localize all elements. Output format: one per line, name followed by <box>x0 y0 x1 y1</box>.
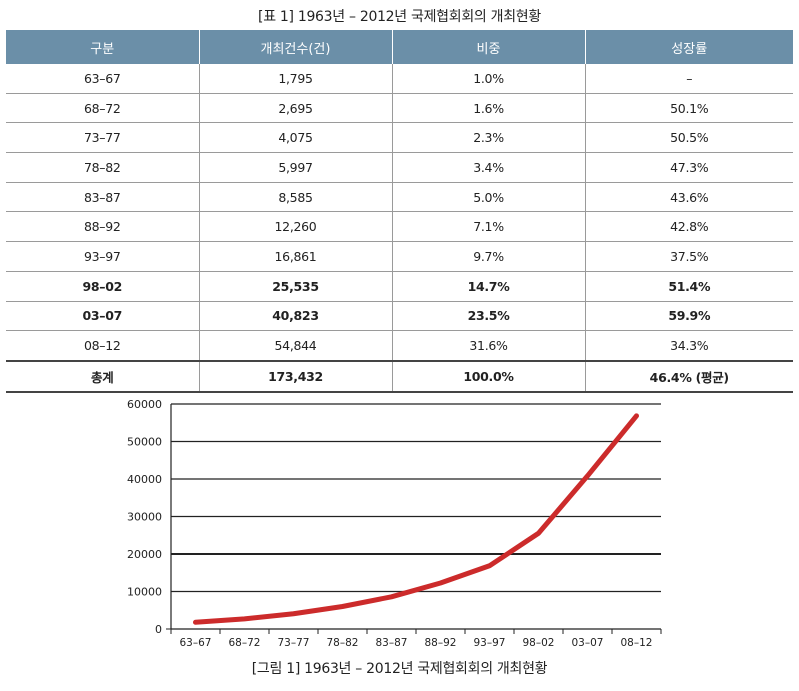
x-tick-label: 98–02 <box>523 637 555 649</box>
cell-share: 7.1% <box>391 211 585 243</box>
cell-count: 54,844 <box>198 330 392 362</box>
cell-share: 14.7% <box>391 271 585 302</box>
line-chart: 60000 50000 40000 30000 20000 10000 0 63–67 68–7… <box>127 398 662 649</box>
table-row: 83–87 8,585 5.0% 43.6% <box>6 182 793 213</box>
cell-growth: 42.8% <box>584 211 793 243</box>
total-cell-share: 100.0% <box>391 359 585 393</box>
cell-category: 88–92 <box>6 211 199 243</box>
cell-category: 78–82 <box>6 152 199 183</box>
table-row: 78–82 5,997 3.4% 47.3% <box>6 152 793 183</box>
cell-count: 5,997 <box>198 152 392 183</box>
cell-growth: 43.6% <box>584 182 793 213</box>
cell-growth: – <box>584 64 793 94</box>
table-row: 73–77 4,075 2.3% 50.5% <box>6 122 793 154</box>
series-line <box>193 413 639 625</box>
table-row: 98–02 25,535 14.7% 51.4% <box>6 271 793 302</box>
table-row: 93–97 16,861 9.7% 37.5% <box>6 241 793 272</box>
header-share: 비중 <box>391 30 585 64</box>
cell-share: 5.0% <box>391 182 585 213</box>
cell-share: 1.6% <box>391 93 585 124</box>
x-tick-label: 63–67 <box>180 637 212 649</box>
cell-count: 2,695 <box>198 93 392 124</box>
cell-count: 16,861 <box>198 241 392 272</box>
cell-count: 40,823 <box>198 301 392 332</box>
x-tick-label: 93–97 <box>474 637 506 649</box>
x-tick-label: 78–82 <box>327 637 359 649</box>
total-cell-category: 총계 <box>6 359 199 393</box>
cell-count: 1,795 <box>198 64 392 94</box>
cell-count: 25,535 <box>198 271 392 302</box>
cell-growth: 59.9% <box>584 301 793 332</box>
y-tick-label: 0 <box>155 623 162 636</box>
x-tick-label: 73–77 <box>278 637 310 649</box>
table-row: 08–12 54,844 31.6% 34.3% <box>6 330 793 362</box>
cell-category: 03–07 <box>6 301 199 332</box>
cell-share: 31.6% <box>391 330 585 362</box>
data-table: 구분 개최건수(건) 비중 성장률 63–67 1,795 1.0% –68–72 2,… <box>6 30 793 393</box>
cell-count: 12,260 <box>198 211 392 243</box>
cell-share: 9.7% <box>391 241 585 272</box>
cell-share: 1.0% <box>391 64 585 94</box>
x-tick-label: 83–87 <box>376 637 408 649</box>
x-tick-label: 08–12 <box>621 637 653 649</box>
cell-growth: 47.3% <box>584 152 793 183</box>
cell-category: 68–72 <box>6 93 199 124</box>
cell-category: 63–67 <box>6 64 199 94</box>
table-total-row: 총계 173,432 100.0% 46.4% (평균) <box>6 359 793 393</box>
cell-growth: 34.3% <box>584 330 793 362</box>
cell-share: 3.4% <box>391 152 585 183</box>
y-tick-label: 10000 <box>127 586 162 599</box>
cell-share: 23.5% <box>391 301 585 332</box>
cell-category: 93–97 <box>6 241 199 272</box>
cell-category: 98–02 <box>6 271 199 302</box>
header-category: 구분 <box>6 30 199 64</box>
total-cell-count: 173,432 <box>198 359 392 393</box>
y-tick-label: 40000 <box>127 473 162 486</box>
cell-growth: 37.5% <box>584 241 793 272</box>
cell-category: 83–87 <box>6 182 199 213</box>
header-growth: 성장률 <box>584 30 793 64</box>
cell-growth: 50.5% <box>584 122 793 154</box>
y-tick-label: 50000 <box>127 436 162 449</box>
table-caption: [표 1] 1963년 – 2012년 국제협회회의 개최현황 <box>258 9 541 25</box>
cell-count: 8,585 <box>198 182 392 213</box>
table-header-row: 구분 개최건수(건) 비중 성장률 <box>6 30 793 64</box>
x-tick-label: 88–92 <box>425 637 457 649</box>
cell-category: 08–12 <box>6 330 199 362</box>
y-tick-label: 60000 <box>127 398 162 411</box>
header-count: 개최건수(건) <box>198 30 392 64</box>
table-row: 88–92 12,260 7.1% 42.8% <box>6 211 793 243</box>
table-row: 03–07 40,823 23.5% 59.9% <box>6 301 793 332</box>
x-tick-label: 03–07 <box>572 637 604 649</box>
cell-share: 2.3% <box>391 122 585 154</box>
cell-count: 4,075 <box>198 122 392 154</box>
cell-growth: 50.1% <box>584 93 793 124</box>
x-tick-label: 68–72 <box>229 637 261 649</box>
table-row: 63–67 1,795 1.0% – <box>6 64 793 94</box>
cell-growth: 51.4% <box>584 271 793 302</box>
cell-category: 73–77 <box>6 122 199 154</box>
total-cell-growth: 46.4% (평균) <box>584 359 793 393</box>
chart-caption: [그림 1] 1963년 – 2012년 국제협회회의 개최현황 <box>251 661 548 677</box>
y-tick-label: 20000 <box>127 548 162 561</box>
table-row: 68–72 2,695 1.6% 50.1% <box>6 93 793 124</box>
y-tick-label: 30000 <box>127 511 162 524</box>
